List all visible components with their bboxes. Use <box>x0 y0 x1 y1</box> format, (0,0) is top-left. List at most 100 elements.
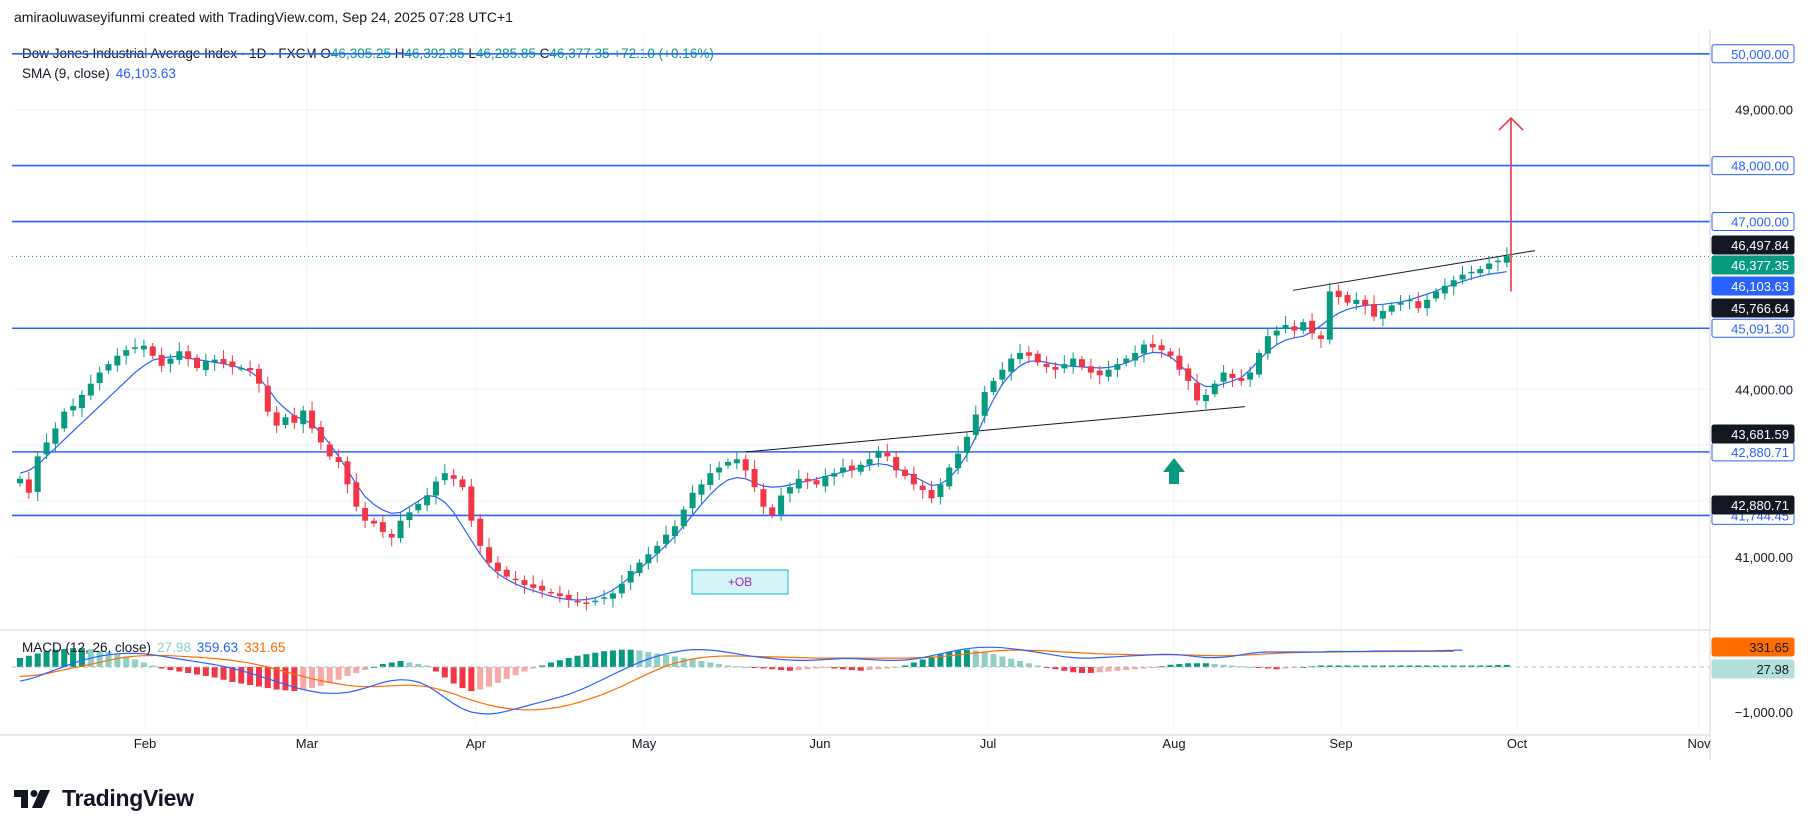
macd-hist-bar-49 <box>450 667 457 684</box>
macd-hist-bar-88 <box>795 667 802 671</box>
candle-91 <box>822 475 829 487</box>
macd-hist-bar-120 <box>1079 667 1085 674</box>
candle-84 <box>760 489 767 507</box>
candle-121 <box>1087 366 1094 373</box>
macd-hist-bar-98 <box>884 667 891 669</box>
macd-hist-bar-6 <box>70 648 77 667</box>
candle-155 <box>1388 305 1395 312</box>
macd-hist-bar-81 <box>733 666 740 668</box>
macd-hist-bar-66 <box>601 651 608 667</box>
macd-hist-badge: 27.98 <box>1756 662 1789 677</box>
macd-hist-bar-62 <box>565 657 572 667</box>
candle-50 <box>459 479 466 488</box>
candle-17 <box>167 358 174 364</box>
macd-signal-path <box>19 649 1454 711</box>
candle-152 <box>1362 299 1369 306</box>
macd-hist-bar-86 <box>778 667 785 671</box>
candle-93 <box>840 467 847 473</box>
macd-hist-bar-25 <box>238 667 245 684</box>
candle-114 <box>1025 352 1032 356</box>
macd-hist-bar-65 <box>592 652 599 667</box>
candle-145 <box>1300 322 1307 331</box>
candle-74 <box>671 526 678 537</box>
candle-45 <box>415 503 422 511</box>
macd-hist-bar-46 <box>424 665 431 667</box>
candle-104 <box>937 484 944 497</box>
candle-57 <box>521 580 528 585</box>
candle-150 <box>1344 295 1351 303</box>
macd-hist-bar-56 <box>512 667 519 676</box>
price-badge-3: 45,766.64 <box>1731 301 1789 316</box>
annotations: +OB <box>691 116 1524 595</box>
macd-hist-bar-68 <box>618 649 625 667</box>
price-badge-3-bg <box>1711 298 1795 318</box>
macd-hist-bar-118 <box>1061 667 1068 671</box>
candle-6 <box>70 406 77 411</box>
candle-115 <box>1034 353 1041 363</box>
macd-hist-bar-16 <box>158 667 165 669</box>
candle-87 <box>786 487 793 494</box>
candle-55 <box>503 569 510 577</box>
candle-144 <box>1291 326 1298 331</box>
macd-hist-bar-3 <box>43 651 50 667</box>
macd-hist-bar-149 <box>1335 665 1342 667</box>
tradingview-logo-icon <box>14 789 50 808</box>
macd-line-path <box>19 646 1463 715</box>
macd-hist-bar-44 <box>406 662 413 667</box>
candle-96 <box>866 459 873 465</box>
macd-hist-bar-11 <box>114 654 121 667</box>
candle-149 <box>1335 290 1342 298</box>
macd-hist-bar-146 <box>1309 666 1316 668</box>
macd-hist-bar-155 <box>1388 665 1395 667</box>
chart-grid <box>12 30 1710 730</box>
candle-25 <box>238 368 245 370</box>
macd-hist-bar-166 <box>1486 665 1493 667</box>
candle-13 <box>132 347 139 349</box>
candle-103 <box>928 489 935 499</box>
macd-hist-bar-131 <box>1176 663 1183 667</box>
macd-hist-bar-28 <box>264 667 271 689</box>
macd-signal-badge: 331.65 <box>1749 640 1789 655</box>
price-badge-5: 42,880.71 <box>1731 498 1789 513</box>
macd-axis-label: −1,000.00 <box>1735 705 1793 720</box>
macd-hist-bar-107 <box>963 649 970 667</box>
macd-hist-bar-94 <box>848 667 855 671</box>
candle-27 <box>255 368 262 384</box>
macd-hist-bar-87 <box>786 667 793 671</box>
candle-165 <box>1477 269 1484 274</box>
macd-hist-bar-24 <box>229 667 236 683</box>
candle-81 <box>733 459 740 464</box>
macd-hist-bar-161 <box>1441 665 1448 667</box>
sma-value: 46,103.63 <box>115 66 176 81</box>
candle-134 <box>1202 394 1209 402</box>
price-chart[interactable]: +OB 41,000.0042,000.0043,000.0044,000.00… <box>0 0 1815 780</box>
candle-56 <box>512 578 519 581</box>
macd-hist-bar-112 <box>1008 658 1015 667</box>
candle-42 <box>388 533 395 538</box>
level-badge-1-bg <box>1711 156 1795 176</box>
candle-105 <box>946 467 953 487</box>
candle-14 <box>140 345 147 350</box>
macd-pane <box>12 646 1710 715</box>
candle-94 <box>848 465 855 471</box>
macd-hist-bar-147 <box>1317 665 1324 667</box>
sma-row: SMA (9, close) 46,103.63 <box>22 64 714 84</box>
macd-hist-bar-168 <box>1503 664 1510 667</box>
macd-hist-bar-151 <box>1353 665 1360 667</box>
macd-hist-bar-75 <box>680 657 687 667</box>
tradingview-logo[interactable]: TradingView <box>14 785 194 812</box>
candle-75 <box>680 509 687 527</box>
candle-147 <box>1317 335 1324 339</box>
candle-58 <box>530 584 537 588</box>
candle-26 <box>247 368 254 371</box>
candle-39 <box>362 508 369 521</box>
candle-10 <box>105 364 112 371</box>
candle-100 <box>902 469 908 476</box>
macd-hist-bar-19 <box>185 667 192 674</box>
candle-49 <box>450 475 457 479</box>
macd-hist-bar-20 <box>194 667 200 675</box>
macd-hist-bar-10 <box>105 651 112 667</box>
price-badges: 50,000.00 48,000.00 47,000.00 45,091.30 42,8… <box>1711 44 1795 679</box>
macd-hist-bar-26 <box>247 667 254 686</box>
candle-122 <box>1096 370 1103 376</box>
